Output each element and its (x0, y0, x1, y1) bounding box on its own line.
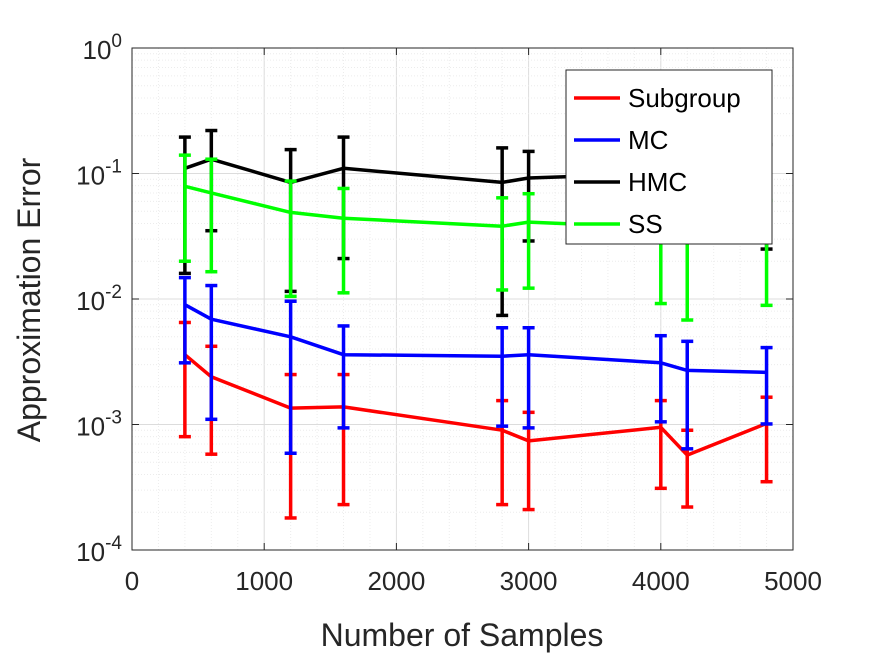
errorbar-mc (337, 324, 350, 430)
y-tick-label: 10-2 (76, 282, 122, 316)
x-tick-label: 0 (125, 566, 139, 596)
y-tick-label: 10-4 (76, 533, 122, 567)
x-axis-title: Number of Samples (321, 617, 604, 653)
errorbar-mc (681, 339, 694, 451)
line-subgroup (183, 353, 768, 457)
x-tick-labels: 0 1000 2000 3000 4000 5000 (125, 566, 822, 596)
x-tick-label: 3000 (500, 566, 558, 596)
errorbar-mc (496, 326, 509, 428)
errorbar-ss (205, 157, 218, 274)
y-tick-label: 10-3 (76, 408, 122, 442)
errorbar-ss (284, 179, 297, 299)
errorbar-ss (522, 191, 535, 290)
x-tick-label: 1000 (235, 566, 293, 596)
y-tick-label: 10-1 (76, 157, 122, 191)
errorbar-ss (337, 186, 350, 295)
x-tick-label: 4000 (632, 566, 690, 596)
series-mc (178, 275, 773, 456)
grid (132, 48, 793, 550)
errorbar-mc (205, 283, 218, 422)
legend-item-ss: SS (574, 209, 663, 239)
axis-ticks (131, 47, 794, 551)
y-tick-labels: 10-4 10-3 10-2 10-1 100 (76, 31, 122, 567)
legend-item-hmc: HMC (574, 167, 687, 197)
errorbar-mc (522, 326, 535, 430)
y-axis-title: Approximation Error (11, 157, 47, 442)
line-mc (184, 303, 767, 375)
errorbar-mc (284, 299, 297, 456)
x-tick-label: 2000 (367, 566, 425, 596)
legend: Subgroup MC HMC SS (565, 69, 773, 245)
errorbar-mc (178, 275, 191, 365)
errorbar-mc (654, 333, 667, 424)
x-tick-label: 5000 (764, 566, 822, 596)
errorbar-ss (496, 196, 509, 292)
errorbar-mc (760, 345, 773, 426)
legend-item-subgroup: Subgroup (574, 83, 741, 113)
y-tick-label: 100 (83, 31, 123, 65)
errorbar-ss (178, 153, 191, 263)
legend-item-mc: MC (574, 125, 668, 155)
legend-label: SS (628, 209, 663, 239)
legend-label: HMC (628, 167, 687, 197)
legend-label: Subgroup (628, 83, 741, 113)
legend-label: MC (628, 125, 668, 155)
